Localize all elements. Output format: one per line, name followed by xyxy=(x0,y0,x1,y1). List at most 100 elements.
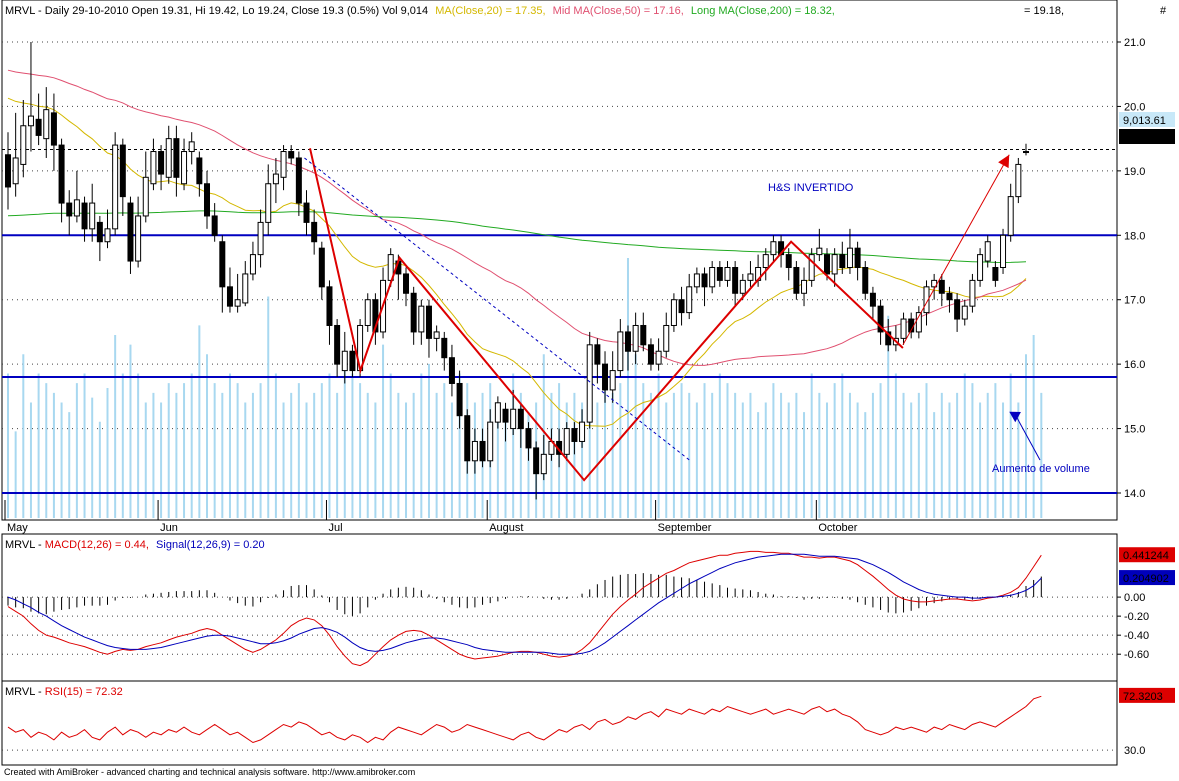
candle-body xyxy=(89,202,96,230)
candle-body xyxy=(579,421,586,442)
candle-body xyxy=(839,254,846,269)
candle-body xyxy=(609,370,616,391)
hs-pattern-line xyxy=(309,148,904,482)
candle-body xyxy=(992,267,999,281)
rsi-panel xyxy=(1,680,1118,766)
candle-body xyxy=(946,292,953,301)
ma50-line xyxy=(7,69,1027,366)
candle-body xyxy=(341,350,348,372)
price-tick-label: 14.0 xyxy=(1124,488,1145,500)
candle-body xyxy=(823,254,830,275)
month-label: Jul xyxy=(328,522,342,534)
candle-body xyxy=(854,247,861,269)
candle-body xyxy=(862,267,869,294)
candle-body xyxy=(663,324,670,352)
candle-body xyxy=(846,247,853,269)
macd-value-label-box xyxy=(1119,547,1175,563)
candle-body xyxy=(571,428,578,442)
candle-body xyxy=(27,115,34,127)
candle-body xyxy=(1023,151,1029,154)
candle-body xyxy=(173,138,180,178)
rsi-value-label-box xyxy=(1119,687,1175,703)
footer: Created with AmiBroker - advanced charti… xyxy=(4,767,416,777)
volume-bars xyxy=(7,258,1043,518)
candle-body xyxy=(433,331,440,339)
candle-body xyxy=(801,279,808,294)
candle-body xyxy=(915,312,922,333)
candle-body xyxy=(403,273,410,294)
volume-arrow-line xyxy=(1015,415,1041,461)
candle-body xyxy=(12,157,19,185)
candle-body xyxy=(869,292,876,307)
month-label: August xyxy=(489,522,523,534)
candle-body xyxy=(977,254,984,281)
candle-body xyxy=(5,154,11,188)
signal-line xyxy=(7,553,1042,655)
candlesticks xyxy=(5,42,1029,500)
candle-body xyxy=(35,118,42,136)
candle-body xyxy=(456,382,463,417)
candle-body xyxy=(50,112,57,146)
candle-body xyxy=(196,157,203,185)
candle-body xyxy=(602,363,609,391)
candle-body xyxy=(877,305,884,333)
price-tick-label: 21.0 xyxy=(1124,37,1145,49)
candle-body xyxy=(272,173,279,185)
candle-body xyxy=(732,267,739,294)
ma200-line xyxy=(7,210,1027,264)
candle-body xyxy=(808,254,815,281)
candle-body xyxy=(594,344,601,365)
candle-body xyxy=(1000,234,1007,269)
moving-averages xyxy=(7,69,1027,427)
candle-body xyxy=(43,109,50,140)
candle-body xyxy=(142,176,149,217)
breakout-arrow-line xyxy=(902,154,1010,346)
rsi-value-label: 72.3203 xyxy=(1123,691,1163,703)
candle-body xyxy=(831,254,838,275)
price-tick-label: 17.0 xyxy=(1124,295,1145,307)
macd-header: MRVL - MACD(12,26) = 0.44, Signal(12,26,… xyxy=(5,539,265,551)
macd-panel xyxy=(1,533,1118,682)
candle-body xyxy=(20,125,27,165)
close-value-label-box xyxy=(1119,129,1175,144)
macd-tick-label: -0.20 xyxy=(1124,611,1149,623)
candle-body xyxy=(158,151,165,175)
candle-body xyxy=(219,241,226,288)
candle-body xyxy=(1007,196,1014,236)
month-label: September xyxy=(658,522,712,534)
candle-body xyxy=(647,344,654,365)
candle-body xyxy=(678,299,685,314)
downtrend-line xyxy=(304,157,691,462)
month-label: October xyxy=(818,522,857,534)
price-header: MRVL - Daily 29-10-2010 Open 19.31, Hi 1… xyxy=(5,5,835,17)
candle-body xyxy=(479,440,486,462)
candle-body xyxy=(793,267,800,294)
candle-body xyxy=(204,183,211,217)
signal-value-label-box xyxy=(1119,570,1175,586)
candle-body xyxy=(770,241,777,256)
hs-label: H&S INVERTIDO xyxy=(768,182,854,194)
candle-body xyxy=(938,279,945,294)
candle-body xyxy=(165,138,172,178)
candle-body xyxy=(540,453,547,475)
candle-body xyxy=(425,305,432,339)
month-label: Jun xyxy=(160,522,178,534)
horizontal-levels xyxy=(2,149,1117,494)
candle-body xyxy=(701,273,708,288)
volume-value-label-box xyxy=(1119,112,1175,127)
price-tick-label: 20.0 xyxy=(1124,101,1145,113)
candle-body xyxy=(510,408,517,430)
candle-body xyxy=(303,202,310,223)
candle-body xyxy=(640,324,647,346)
rsi-line xyxy=(7,695,1042,744)
candle-body xyxy=(410,292,417,333)
candle-body xyxy=(372,299,379,333)
candle-body xyxy=(632,324,639,352)
candle-body xyxy=(709,267,716,288)
candle-body xyxy=(762,254,769,269)
candle-body xyxy=(785,254,792,269)
candle-body xyxy=(58,144,65,204)
candle-body xyxy=(211,215,218,236)
rsi-header: MRVL - RSI(15) = 72.32 xyxy=(5,686,123,698)
